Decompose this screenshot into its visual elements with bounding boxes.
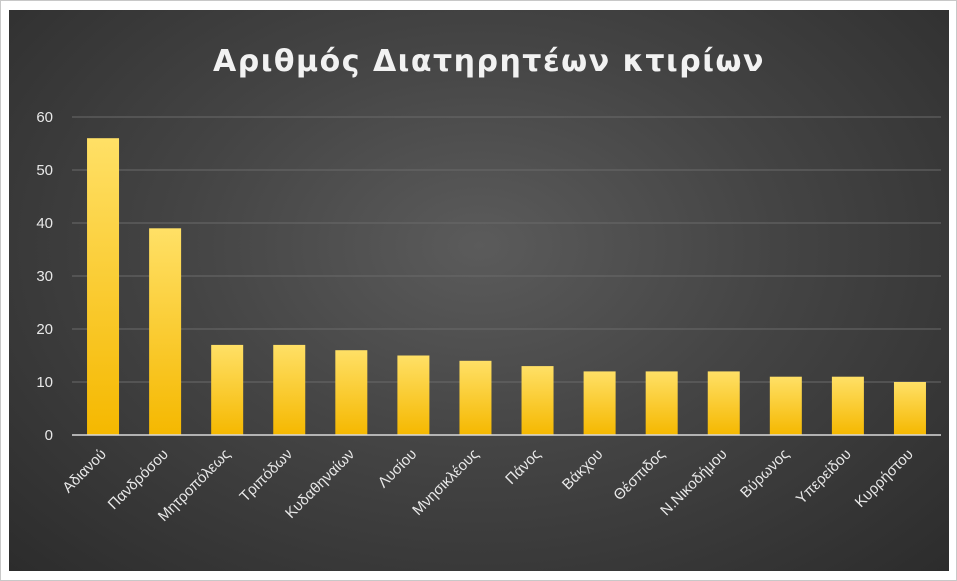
x-tick-label: Λυσίου xyxy=(375,446,421,492)
x-tick-label: Υπερείδου xyxy=(793,446,855,508)
y-tick-label: 60 xyxy=(36,109,53,126)
bars xyxy=(87,138,926,435)
x-tick-label: Πάνος xyxy=(502,446,544,488)
bar xyxy=(769,376,802,435)
y-tick-label: 50 xyxy=(36,162,53,179)
x-tick-label: Ν.Νικοδήμου xyxy=(657,446,730,519)
x-tick-label: Τριπόδων xyxy=(236,446,296,506)
bar xyxy=(645,371,678,435)
y-tick-label: 40 xyxy=(36,215,53,232)
bar xyxy=(893,382,926,435)
x-tick-label: Βάκχου xyxy=(559,446,607,494)
x-tick-label: Θέσπιδος xyxy=(610,446,668,504)
bar xyxy=(583,371,616,435)
bar xyxy=(273,344,306,435)
y-tick-label: 20 xyxy=(36,321,53,338)
bar xyxy=(149,228,182,435)
bar xyxy=(397,355,430,435)
x-tick-label: Αδιανού xyxy=(59,446,109,496)
x-tick-label: Μνησικλέους xyxy=(409,446,482,519)
bar xyxy=(459,360,492,435)
chart-title: Αριθμός Διατηρητέων κτιρίων xyxy=(213,44,765,79)
gridlines xyxy=(72,116,941,383)
y-axis-ticks: 0 10 20 30 40 50 60 xyxy=(36,109,53,444)
bar xyxy=(707,371,740,435)
y-tick-label: 30 xyxy=(36,268,53,285)
bar xyxy=(521,366,554,435)
x-tick-label: Βύρωνος xyxy=(737,446,793,502)
chart-area: Αριθμός Διατηρητέων κτιρίων 0 10 20 30 40 50 6… xyxy=(9,10,949,571)
x-tick-label: Πανδρόσου xyxy=(105,446,172,513)
bar-chart: Αριθμός Διατηρητέων κτιρίων 0 10 20 30 40 50 6… xyxy=(36,44,941,525)
y-tick-label: 0 xyxy=(45,427,53,444)
bar xyxy=(831,376,864,435)
bar xyxy=(87,138,120,435)
bar xyxy=(335,350,368,435)
bar xyxy=(211,344,244,435)
x-tick-label: Κυρρήστου xyxy=(852,446,917,511)
y-tick-label: 10 xyxy=(36,374,53,391)
